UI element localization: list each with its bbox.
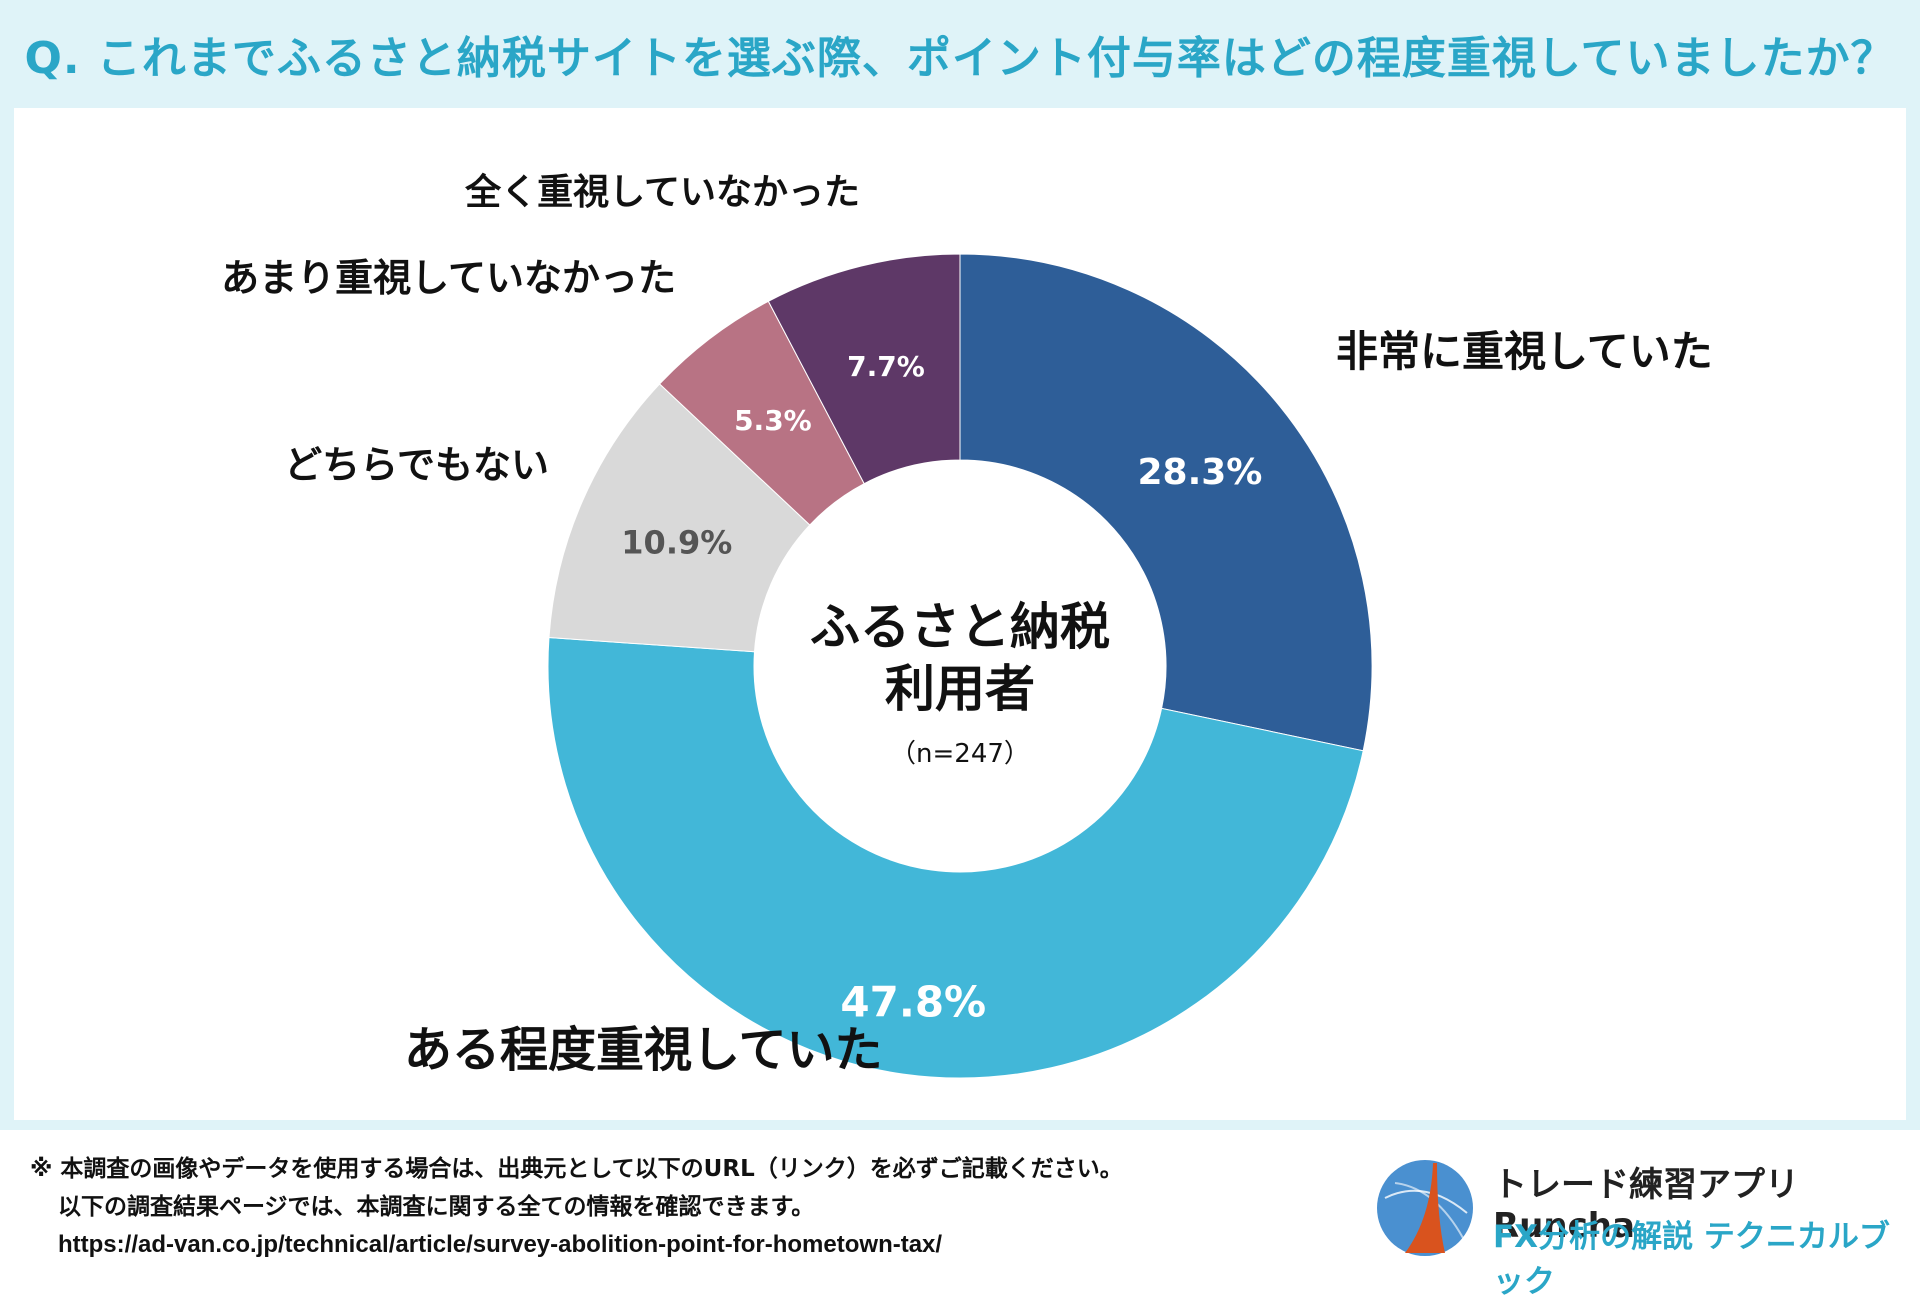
donut-chart: 28.3% 非常に重視していた 47.8%ある程度重視していた 10.9% どちらでもな… (221, 171, 1713, 1079)
slice-value-label-2: 47.8% (840, 977, 986, 1026)
brand-block: トレード練習アプリ Runcha FX分析の解説 テクニカルブック (1375, 1155, 1905, 1300)
chart-panel: 28.3% 非常に重視していた 47.8% ある程度重視していた 10.9% どちらでもな… (14, 108, 1906, 1120)
footer-note-line2: 以下の調査結果ページでは、本調査に関する全ての情報を確認できます。 (58, 1194, 815, 1220)
category-label-3: どちらでもない (284, 443, 549, 487)
footer-note: ※ 本調査の画像やデータを使用する場合は、出典元として以下のURL（リンク）を必… (30, 1150, 1330, 1264)
donut-slice-2 (547, 637, 1364, 1079)
footer-note-line1: ※ 本調査の画像やデータを使用する場合は、出典元として以下のURL（リンク）を必… (30, 1156, 1123, 1182)
donut-slice-5 (767, 253, 961, 485)
donut-slice-3 (548, 383, 811, 653)
center-label-line1: ふるさと納税 (810, 598, 1110, 656)
page-title: Q. これまでふるさと納税サイトを選ぶ際、ポイント付与率はどの程度重視していまし… (24, 33, 1896, 84)
slice-value-label-5: 7.7% (847, 350, 925, 383)
source-url[interactable]: https://ad-van.co.jp/technical/article/s… (58, 1231, 943, 1258)
slice-value-label-1: 28.3% (1137, 452, 1262, 493)
sample-size-label: （n=247） (890, 739, 1030, 769)
category-label-1: 非常に重視していた (1336, 327, 1713, 376)
category-label-5: 全く重視していなかった (464, 171, 860, 213)
brand-app-name: トレード練習アプリ Runcha (1493, 1165, 1799, 1246)
slice-value-label-4: 5.3% (734, 404, 812, 437)
donut-slice-1 (959, 253, 1373, 752)
brand-subtitle: FX分析の解説 テクニカルブック (1493, 1219, 1890, 1300)
runcha-logo-icon (1377, 1160, 1473, 1256)
category-label-4: あまり重視していなかった (221, 256, 676, 300)
category-label-2: ある程度重視していた (404, 1022, 883, 1078)
slice-value-label-3: 10.9% (621, 524, 732, 562)
center-label-line2: 利用者 (885, 660, 1035, 718)
